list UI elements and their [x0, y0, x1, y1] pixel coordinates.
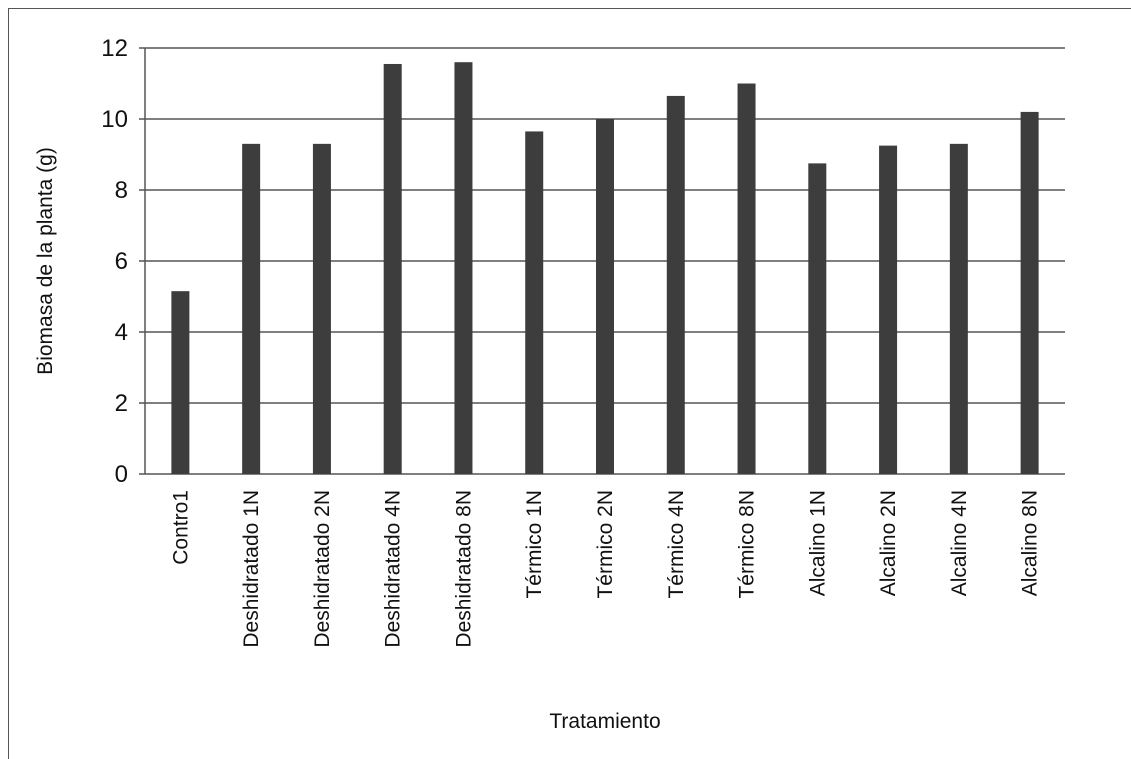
chart-frame — [8, 8, 1131, 759]
x-axis-tick-labels: Contro1 Deshidratado 1N Deshidratado 2N Des… — [169, 490, 1041, 648]
y-tick-label: 12 — [101, 35, 128, 62]
bar — [525, 131, 544, 475]
x-tick-label: Térmico 1N — [523, 490, 546, 599]
bar — [242, 143, 261, 474]
y-tick-label: 4 — [115, 319, 128, 346]
x-tick-label: Térmico 2N — [594, 490, 617, 599]
bar — [383, 63, 402, 474]
bar — [737, 83, 756, 474]
x-axis-title: Tratamiento — [549, 710, 660, 733]
y-tick-label: 6 — [115, 248, 128, 275]
x-tick-label: Alcalino 8N — [1019, 490, 1042, 596]
y-tick-label: 10 — [101, 106, 128, 133]
bar — [949, 143, 968, 474]
x-tick-label: Térmico 4N — [665, 490, 688, 599]
bar — [596, 119, 614, 474]
y-axis-ticks: 0 2 4 6 8 10 12 — [101, 35, 128, 488]
y-tick-label: 8 — [115, 177, 128, 204]
x-tick-label: Alcalino 4N — [948, 490, 971, 596]
x-tick-label: Deshidratado 2N — [311, 490, 334, 648]
x-tick-label: Alcalino 2N — [877, 490, 900, 596]
bar — [879, 145, 898, 474]
y-tick-label: 2 — [115, 390, 128, 417]
x-tick-label: Deshidratado 4N — [382, 490, 405, 648]
bar — [1020, 111, 1039, 475]
bar — [312, 143, 331, 474]
y-tick-label: 0 — [115, 461, 128, 488]
bar — [808, 163, 827, 474]
bars — [171, 62, 1039, 475]
x-tick-label: Deshidratado 8N — [452, 490, 475, 648]
x-tick-label: Térmico 8N — [736, 490, 759, 599]
bar — [171, 291, 190, 474]
x-tick-label: Alcalino 1N — [806, 490, 829, 596]
x-tick-label: Deshidratado 1N — [240, 490, 263, 648]
bar — [666, 95, 685, 475]
bar — [454, 62, 473, 474]
x-tick-label: Contro1 — [169, 490, 192, 565]
y-axis-title: Biomasa de la planta (g) — [34, 147, 57, 375]
